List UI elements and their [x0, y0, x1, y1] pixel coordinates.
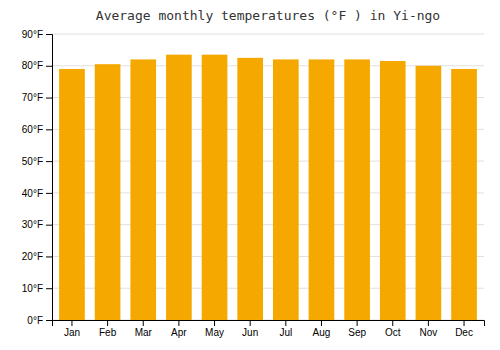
tick-label: Oct [385, 327, 401, 338]
bars [59, 55, 477, 320]
bar [237, 58, 263, 320]
tick-label: 30°F [22, 219, 43, 230]
tick-label: Jan [64, 327, 80, 338]
tick: Jun [242, 320, 258, 338]
tick-mark [321, 320, 322, 326]
title: Average monthly temperatures (°F ) in Yi… [96, 8, 440, 23]
tick-mark [464, 320, 465, 326]
tick-mark [46, 256, 52, 257]
tick-mark [178, 320, 179, 326]
tick-mark [392, 320, 393, 326]
tick-label: Aug [313, 327, 331, 338]
tick-mark [46, 161, 52, 162]
tick: Sep [348, 320, 366, 338]
tick: 20°F [22, 251, 52, 262]
tick-mark [46, 34, 52, 35]
tick: Aug [313, 320, 331, 338]
y-axis: 0°F 10°F 20°F 30°F 40°F 50°F 60°F 70°F 80°F 90°F [22, 29, 53, 326]
tick-mark [46, 320, 52, 321]
tick: 30°F [22, 219, 52, 230]
tick-mark [46, 66, 52, 67]
axis-line [46, 35, 53, 321]
tick-label: May [205, 327, 224, 338]
tick-label: 10°F [22, 283, 43, 294]
tick-label: Jun [242, 327, 258, 338]
tick-label: Apr [171, 327, 187, 338]
tick: 50°F [22, 156, 52, 167]
grid-line [52, 34, 484, 35]
bar [416, 66, 442, 320]
bar [451, 69, 477, 320]
tick-label: 90°F [22, 29, 43, 40]
tick-label: Mar [135, 327, 153, 338]
tick-mark [285, 320, 286, 326]
tick-label: Feb [99, 327, 117, 338]
tick-mark [46, 98, 52, 99]
tick: Apr [171, 320, 187, 338]
tick: 80°F [22, 60, 52, 71]
tick-mark [428, 320, 429, 326]
tick-mark [46, 193, 52, 194]
tick-mark [107, 320, 108, 326]
bar [95, 64, 121, 320]
tick-label: Jul [279, 327, 292, 338]
tick: Oct [385, 320, 401, 338]
tick: Dec [455, 320, 473, 338]
tick-mark [46, 225, 52, 226]
bar [59, 69, 85, 320]
tick: Mar [135, 320, 153, 338]
tick-label: 60°F [22, 124, 43, 135]
bar [202, 55, 228, 320]
bar [380, 61, 406, 320]
tick-mark [71, 320, 72, 326]
tick-label: Sep [348, 327, 366, 338]
tick: 70°F [22, 92, 52, 103]
tick: 0°F [27, 315, 52, 326]
tick: Jul [279, 320, 292, 338]
bar [344, 59, 370, 320]
bar [130, 59, 156, 320]
tick-mark [143, 320, 144, 326]
grid [52, 34, 484, 320]
tick-label: 80°F [22, 60, 43, 71]
tick: 60°F [22, 124, 52, 135]
tick: 90°F [22, 29, 52, 40]
axis-line [53, 321, 485, 327]
tick-label: 70°F [22, 92, 43, 103]
bar [273, 59, 299, 320]
tick-label: 20°F [22, 251, 43, 262]
tick-mark [46, 288, 52, 289]
tick-mark [357, 320, 358, 326]
tick-mark [250, 320, 251, 326]
tick: May [205, 320, 224, 338]
tick-mark [214, 320, 215, 326]
tick-label: 40°F [22, 188, 43, 199]
tick: 10°F [22, 283, 52, 294]
chart: 0°F 10°F 20°F 30°F 40°F 50°F 60°F 70°F 80°F 90°F J… [0, 0, 500, 350]
bar [309, 59, 335, 320]
tick: 40°F [22, 188, 52, 199]
tick: Feb [99, 320, 117, 338]
x-axis: Jan Feb Mar Apr May Jun Jul Aug Sep Oct Nov Dec [53, 320, 485, 338]
tick-label: Dec [455, 327, 473, 338]
plot: 0°F 10°F 20°F 30°F 40°F 50°F 60°F 70°F 80°F 90°F J… [22, 29, 485, 338]
tick: Nov [419, 320, 437, 338]
tick-label: 50°F [22, 156, 43, 167]
bar [166, 55, 192, 320]
tick: Jan [64, 320, 80, 338]
tick-label: Nov [419, 327, 437, 338]
tick-label: 0°F [27, 315, 43, 326]
tick-mark [46, 129, 52, 130]
